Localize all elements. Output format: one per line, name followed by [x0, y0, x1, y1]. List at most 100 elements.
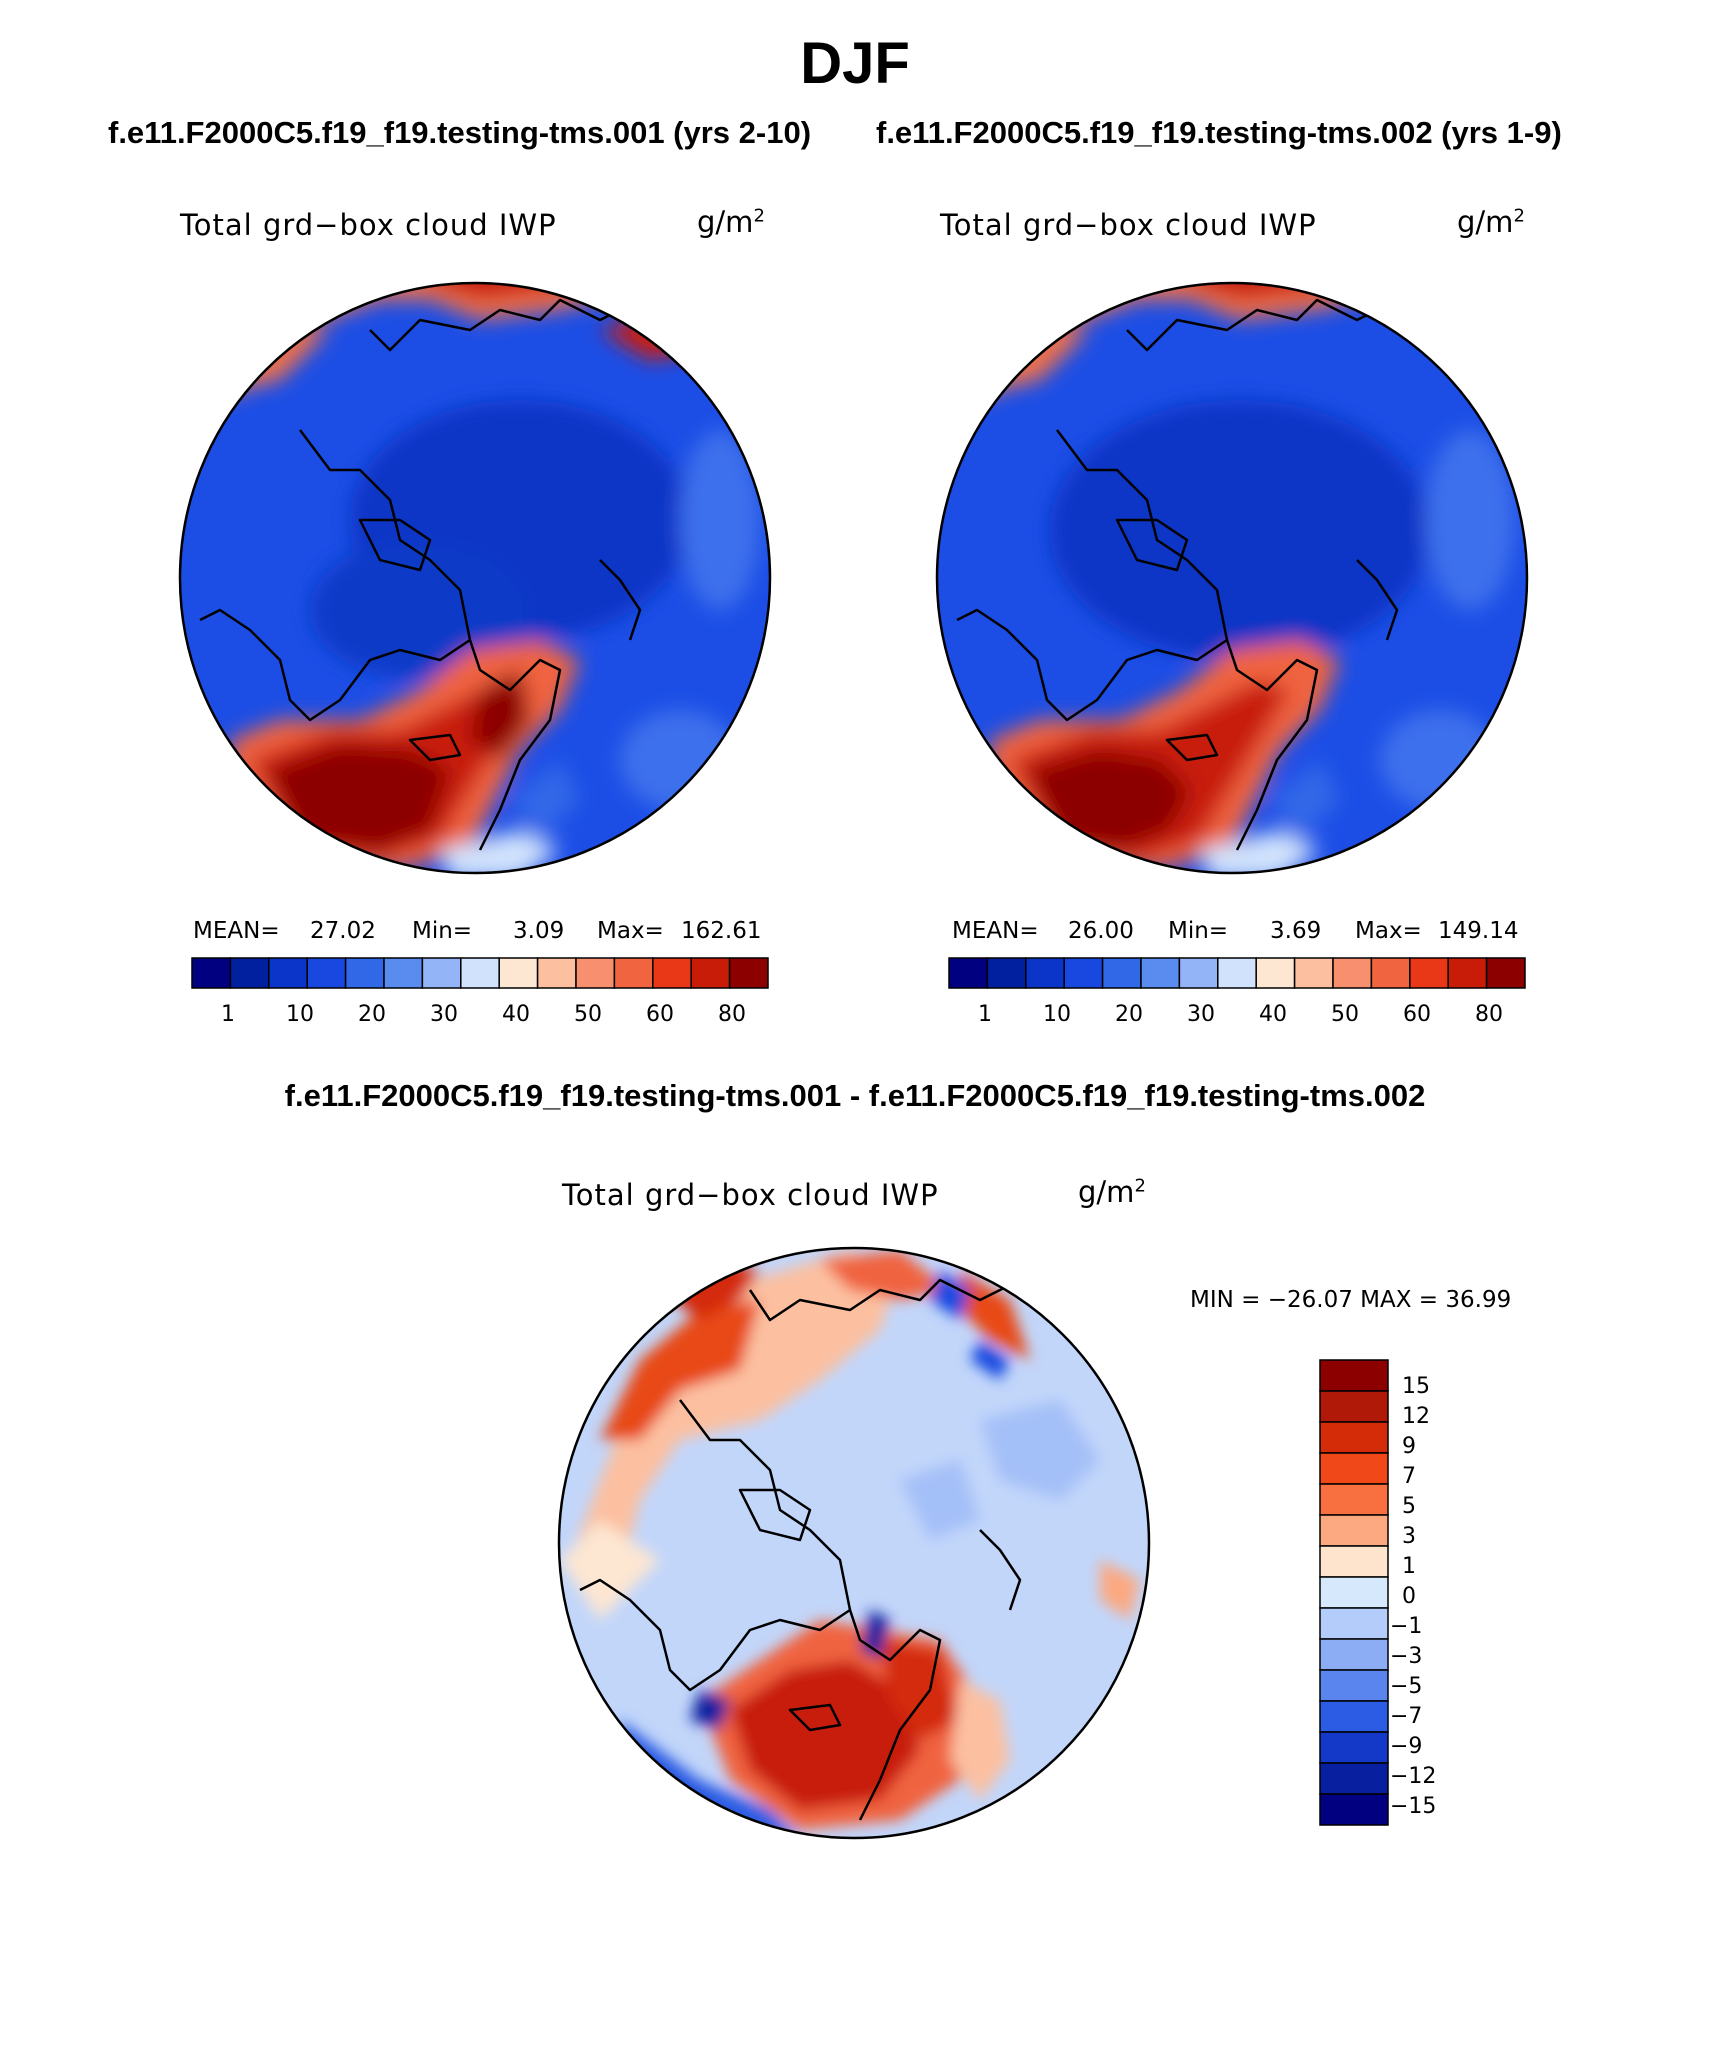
cb3-tick: 15 — [1402, 1374, 1430, 1399]
colorbar-swatch — [1101, 957, 1142, 989]
colorbar-swatch — [306, 957, 347, 989]
colorbar-swatch — [1319, 1421, 1389, 1454]
colorbar-swatch — [1319, 1731, 1389, 1764]
panel2-max-label: Max= — [1355, 918, 1422, 944]
colorbar-swatch — [1409, 957, 1449, 989]
panel2-mean-label: MEAN= — [952, 918, 1039, 944]
colorbar-swatch — [652, 957, 692, 989]
panel1-units: g/m2 — [697, 205, 765, 239]
colorbar-swatch — [1178, 957, 1219, 989]
colorbar-swatch — [268, 957, 308, 989]
cb2-tick: 1 — [978, 1002, 992, 1027]
cb3-tick: 5 — [1402, 1494, 1416, 1519]
colorbar-swatch — [344, 957, 385, 989]
colorbar-swatch — [498, 957, 539, 989]
panel1-mean-value: 27.02 — [310, 918, 376, 944]
cb3-tick: −1 — [1390, 1614, 1423, 1639]
panel2-max-value: 149.14 — [1438, 918, 1519, 944]
cb1-tick: 30 — [430, 1002, 458, 1027]
cb3-tick: 3 — [1402, 1524, 1416, 1549]
colorbar-swatch — [1319, 1607, 1389, 1640]
colorbar-swatch — [728, 957, 769, 989]
cb3-tick: −15 — [1390, 1794, 1437, 1819]
colorbar-swatch — [1319, 1483, 1389, 1516]
colorbar-swatch — [191, 957, 232, 989]
colorbar-swatch — [421, 957, 462, 989]
colorbar-swatch — [1217, 957, 1257, 989]
cb3-tick: 9 — [1402, 1434, 1416, 1459]
cb3-tick: −3 — [1390, 1644, 1423, 1669]
panel1-min-label: Min= — [412, 918, 473, 944]
colorbar-swatch — [1293, 957, 1334, 989]
map-difference — [557, 1246, 1151, 1840]
cb2-tick: 80 — [1475, 1002, 1503, 1027]
colorbar-swatch — [1319, 1576, 1389, 1609]
colorbar-swatch — [1140, 957, 1181, 989]
cb3-tick: −5 — [1390, 1674, 1423, 1699]
panel1-min-value: 3.09 — [513, 918, 565, 944]
cb1-tick: 20 — [358, 1002, 386, 1027]
cb1-tick: 50 — [574, 1002, 602, 1027]
colorbar-swatch — [1063, 957, 1104, 989]
colorbar-panel1 — [191, 957, 769, 989]
colorbar-swatch — [1370, 957, 1411, 989]
cb1-tick: 60 — [646, 1002, 674, 1027]
panel2-min-value: 3.69 — [1270, 918, 1322, 944]
cb2-tick: 10 — [1043, 1002, 1071, 1027]
colorbar-swatch — [229, 957, 270, 989]
case1-title: f.e11.F2000C5.f19_f19.testing-tms.001 (y… — [108, 115, 812, 150]
cb3-tick: −9 — [1390, 1734, 1423, 1759]
panel1-mean-label: MEAN= — [193, 918, 280, 944]
diff-minmax: MIN = −26.07 MAX = 36.99 — [1190, 1287, 1512, 1313]
cb2-tick: 20 — [1115, 1002, 1143, 1027]
colorbar-difference — [1319, 1359, 1389, 1826]
colorbar-swatch — [986, 957, 1027, 989]
season-title: DJF — [800, 31, 910, 96]
colorbar-swatch — [1447, 957, 1488, 989]
cb1-tick: 80 — [718, 1002, 746, 1027]
colorbar-swatch — [1319, 1793, 1389, 1826]
case2-title: f.e11.F2000C5.f19_f19.testing-tms.002 (y… — [876, 115, 1562, 150]
cb3-tick: 7 — [1402, 1464, 1416, 1489]
colorbar-swatch — [1319, 1638, 1389, 1671]
diff-units: g/m2 — [1078, 1175, 1146, 1209]
colorbar-swatch — [1319, 1545, 1389, 1578]
panel1-variable-title: Total grd−box cloud IWP — [180, 208, 557, 242]
colorbar-swatch — [690, 957, 731, 989]
colorbar-swatch — [1255, 957, 1296, 989]
colorbar-swatch — [1332, 957, 1373, 989]
panel1-max-value: 162.61 — [681, 918, 762, 944]
diff-variable-title: Total grd−box cloud IWP — [562, 1178, 939, 1212]
difference-title: f.e11.F2000C5.f19_f19.testing-tms.001 - … — [284, 1078, 1426, 1113]
colorbar-swatch — [1025, 957, 1065, 989]
colorbar-swatch — [613, 957, 654, 989]
cb3-tick: −7 — [1390, 1704, 1423, 1729]
cb1-tick: 10 — [286, 1002, 314, 1027]
cb1-tick: 40 — [502, 1002, 530, 1027]
colorbar-swatch — [575, 957, 616, 989]
map-panel1 — [178, 281, 772, 875]
colorbar-swatch — [1319, 1359, 1389, 1392]
cb2-tick: 50 — [1331, 1002, 1359, 1027]
colorbar-swatch — [1319, 1762, 1389, 1795]
colorbar-swatch — [1485, 957, 1526, 989]
colorbar-swatch — [536, 957, 577, 989]
panel2-variable-title: Total grd−box cloud IWP — [940, 208, 1317, 242]
colorbar-swatch — [1319, 1390, 1389, 1423]
panel2-units: g/m2 — [1457, 205, 1525, 239]
cb2-tick: 60 — [1403, 1002, 1431, 1027]
cb3-tick: −12 — [1390, 1764, 1437, 1789]
colorbar-swatch — [948, 957, 989, 989]
panel2-min-label: Min= — [1168, 918, 1229, 944]
cb2-tick: 40 — [1259, 1002, 1287, 1027]
colorbar-swatch — [383, 957, 424, 989]
colorbar-swatch — [1319, 1669, 1389, 1702]
cb3-tick: 1 — [1402, 1554, 1416, 1579]
colorbar-swatch — [1319, 1514, 1389, 1547]
map-panel2 — [935, 281, 1529, 875]
colorbar-swatch — [1319, 1700, 1389, 1733]
cb1-tick: 1 — [221, 1002, 235, 1027]
cb3-tick: 0 — [1402, 1584, 1416, 1609]
cb2-tick: 30 — [1187, 1002, 1215, 1027]
